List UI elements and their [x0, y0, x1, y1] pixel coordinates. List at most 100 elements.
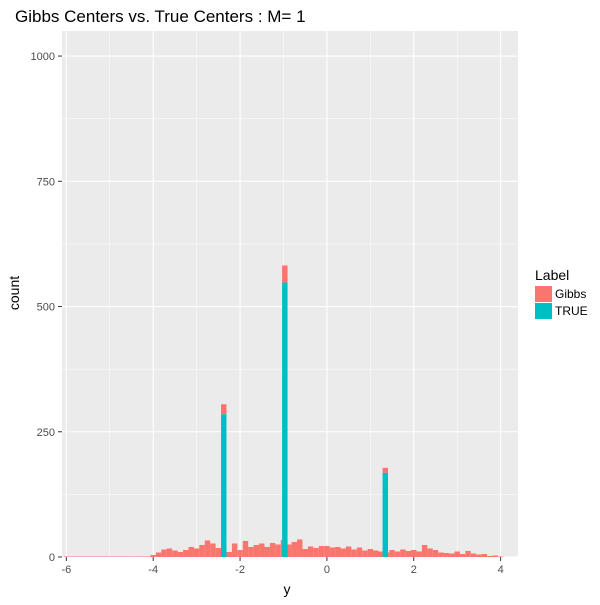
bar-gibbs: [459, 553, 466, 557]
bar-gibbs: [188, 546, 194, 557]
bar-gibbs: [204, 540, 211, 557]
bar-gibbs: [449, 553, 455, 557]
bar-gibbs-stacked: [382, 467, 388, 473]
bar-gibbs-stacked: [221, 404, 227, 415]
bar-gibbs: [264, 546, 270, 557]
bar-gibbs: [96, 556, 102, 557]
bar-gibbs: [438, 552, 444, 557]
bar-gibbs: [101, 556, 108, 557]
bar-gibbs: [161, 549, 167, 557]
bar-gibbs: [307, 546, 314, 557]
bar-gibbs: [492, 555, 498, 557]
bar-gibbs: [253, 544, 260, 557]
bar-gibbs: [313, 547, 319, 557]
bar-gibbs: [248, 546, 254, 557]
bar-gibbs: [150, 554, 156, 557]
legend-key-true: [535, 303, 552, 319]
bar-gibbs: [90, 556, 97, 557]
bar-gibbs: [177, 551, 184, 557]
bar-gibbs: [476, 554, 482, 557]
bar-gibbs: [367, 548, 374, 557]
x-tick-label: -6: [61, 564, 71, 576]
bar-gibbs: [443, 552, 450, 557]
bar-gibbs: [487, 555, 493, 557]
bar-gibbs: [335, 546, 341, 557]
bar-gibbs: [242, 540, 249, 557]
x-tick-label: 2: [411, 564, 417, 576]
bar-gibbs: [259, 543, 265, 557]
y-tick-label: 500: [37, 302, 55, 314]
bar-gibbs: [362, 550, 368, 557]
bar-gibbs: [394, 551, 401, 557]
bar-gibbs: [215, 547, 222, 557]
x-tick-label: 0: [324, 564, 330, 576]
bar-gibbs: [237, 549, 243, 557]
bar-gibbs: [318, 545, 325, 557]
bar-gibbs: [378, 551, 384, 557]
x-axis-title: y: [284, 581, 291, 597]
bar-gibbs: [373, 550, 379, 557]
legend-label-gibbs: Gibbs: [555, 287, 586, 301]
bar-true: [221, 414, 227, 557]
bar-gibbs: [291, 541, 298, 557]
bar-gibbs: [351, 549, 357, 557]
y-tick-label: 1000: [31, 51, 55, 63]
plot-panel: [62, 31, 518, 557]
legend: Label Gibbs TRUE: [535, 267, 588, 319]
y-tick-label: 750: [37, 176, 55, 188]
bar-gibbs: [193, 548, 200, 557]
bar-gibbs: [340, 548, 346, 557]
bar-gibbs: [324, 545, 330, 557]
bar-gibbs: [405, 550, 412, 557]
x-tick-label: -2: [235, 564, 245, 576]
bar-gibbs: [481, 553, 488, 557]
bar-gibbs: [155, 552, 162, 557]
bar-gibbs: [421, 544, 428, 557]
bar-gibbs: [389, 549, 395, 557]
legend-title: Label: [535, 267, 569, 283]
bar-gibbs: [145, 556, 151, 557]
x-tick-label: 4: [498, 564, 504, 576]
bar-gibbs: [427, 548, 433, 557]
bar-gibbs: [416, 551, 422, 557]
bar-gibbs: [454, 551, 460, 557]
bar-gibbs: [128, 556, 135, 557]
bar-gibbs: [183, 549, 189, 557]
bar-gibbs: [107, 556, 113, 557]
bar-gibbs: [286, 544, 292, 557]
bar-gibbs: [69, 556, 75, 557]
bar-gibbs: [275, 544, 281, 557]
legend-label-true: TRUE: [555, 304, 588, 318]
bar-true: [382, 472, 388, 557]
bar-gibbs: [269, 542, 276, 557]
x-tick-label: -4: [148, 564, 158, 576]
bar-gibbs: [470, 553, 477, 557]
bar-gibbs: [117, 556, 124, 557]
bar-gibbs: [465, 550, 471, 557]
bar-gibbs: [210, 543, 216, 557]
bar-gibbs: [400, 549, 406, 557]
bar-gibbs: [199, 544, 205, 557]
bar-gibbs: [166, 548, 173, 557]
bar-gibbs: [79, 556, 86, 557]
bar-gibbs: [123, 556, 129, 557]
bar-gibbs: [497, 556, 504, 557]
bar-true: [282, 282, 288, 557]
bar-gibbs: [329, 547, 336, 557]
chart-title: Gibbs Centers vs. True Centers : M= 1: [15, 7, 306, 26]
bar-gibbs: [63, 556, 70, 557]
x-axis: -6 -4 -2 0 2 4: [61, 557, 504, 576]
y-axis: 0 250 500 750 1000: [31, 51, 62, 564]
bar-gibbs: [231, 543, 238, 557]
bar-gibbs: [411, 549, 417, 557]
bar-gibbs: [356, 547, 363, 557]
bar-gibbs: [112, 556, 118, 557]
bar-gibbs: [297, 539, 303, 557]
y-tick-label: 250: [37, 427, 55, 439]
y-axis-title: count: [6, 276, 22, 310]
bar-gibbs: [226, 551, 232, 557]
bars: [63, 265, 504, 557]
y-tick-label: 0: [49, 552, 55, 564]
legend-key-gibbs: [535, 286, 552, 302]
